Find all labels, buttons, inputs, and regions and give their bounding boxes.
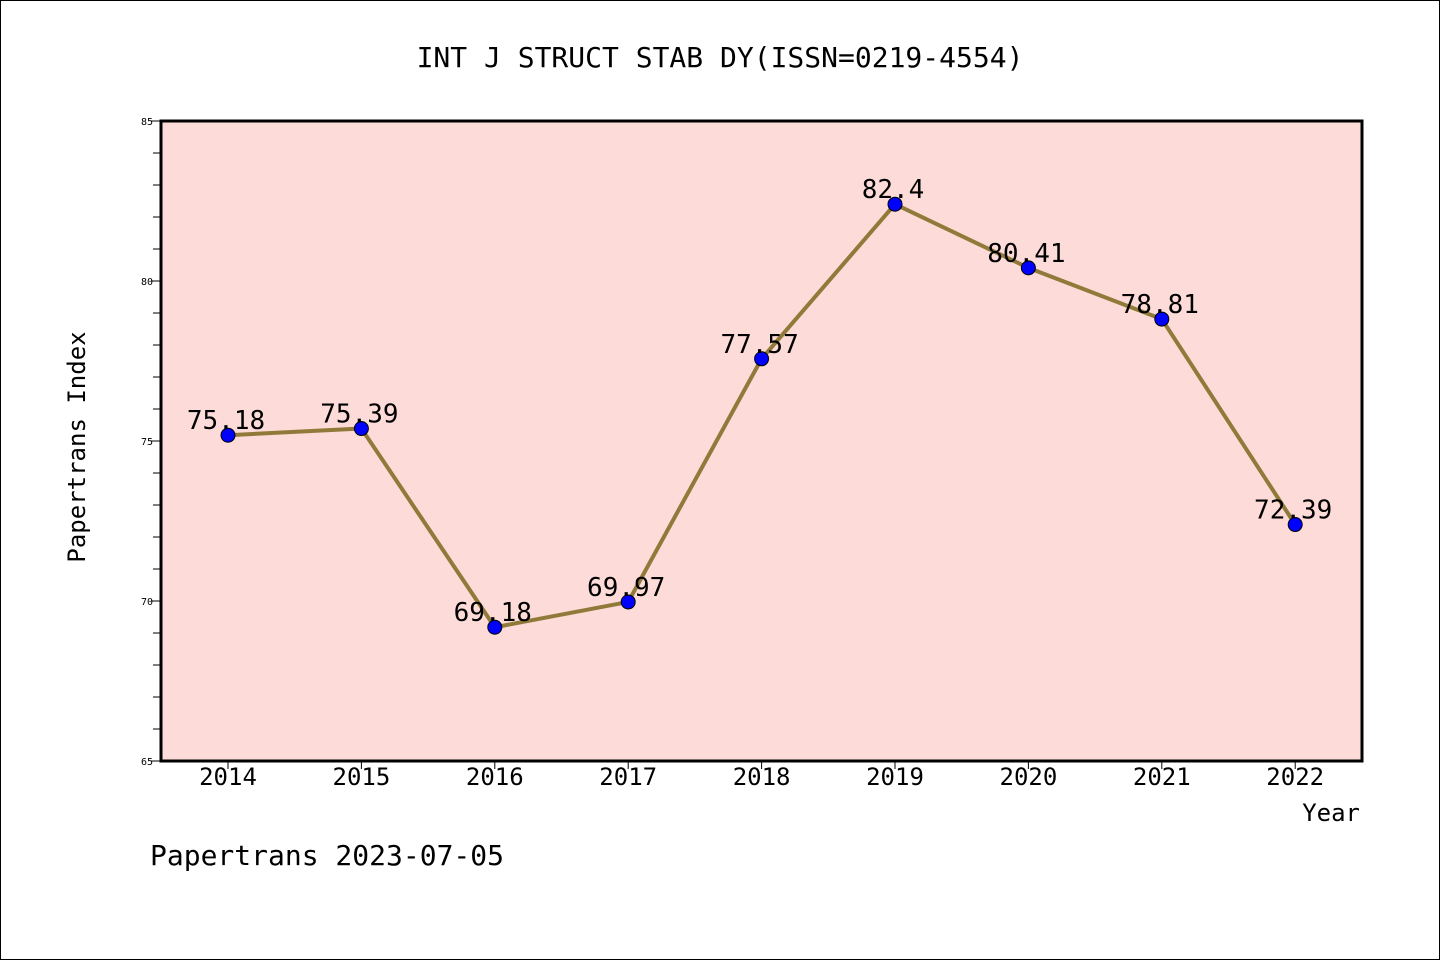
data-point xyxy=(1020,260,1036,276)
data-label: 75.18 xyxy=(187,406,265,436)
data-label: 82.4 xyxy=(862,175,925,205)
y-tick-label: 70 xyxy=(141,597,153,608)
y-tick-label: 65 xyxy=(141,757,153,768)
y-tick-label: 80 xyxy=(141,277,153,288)
data-label: 78.81 xyxy=(1121,290,1199,320)
data-label: 69.97 xyxy=(587,573,665,603)
data-label: 77.57 xyxy=(720,330,798,360)
x-tick-label: 2017 xyxy=(599,763,657,791)
data-label: 80.41 xyxy=(987,239,1065,269)
chart-title: INT J STRUCT STAB DY(ISSN=0219-4554) xyxy=(417,41,1024,74)
x-tick-label: 2015 xyxy=(333,763,391,791)
x-tick-label: 2019 xyxy=(866,763,924,791)
data-label: 75.39 xyxy=(320,400,398,430)
data-point xyxy=(353,421,369,437)
series-markers xyxy=(220,196,1303,635)
x-tick-label: 2014 xyxy=(199,763,257,791)
data-label: 69.18 xyxy=(454,598,532,628)
data-point xyxy=(887,196,903,212)
y-axis-title: Papertrans Index xyxy=(63,331,91,562)
x-tick-label: 2016 xyxy=(466,763,524,791)
data-label: 72.39 xyxy=(1254,496,1332,526)
x-axis-title: Year xyxy=(1302,799,1360,827)
x-tick-label: 2021 xyxy=(1133,763,1191,791)
y-axis-ticks: 65 70 75 80 85 xyxy=(141,117,161,768)
y-tick-label: 75 xyxy=(141,437,153,448)
data-point xyxy=(487,619,503,635)
y-tick-label: 85 xyxy=(141,117,153,128)
x-axis-ticks: 2014 2015 2016 2017 2018 2019 2020 2021 2022 xyxy=(199,761,1324,791)
plot-frame xyxy=(159,119,1364,763)
x-tick-label: 2018 xyxy=(733,763,791,791)
data-point xyxy=(620,594,636,610)
data-point xyxy=(1154,311,1170,327)
data-point xyxy=(754,351,770,367)
x-tick-label: 2020 xyxy=(1000,763,1058,791)
plot-area xyxy=(161,121,1362,761)
footer-note: Papertrans 2023-07-05 xyxy=(150,839,504,872)
x-tick-label: 2022 xyxy=(1266,763,1324,791)
data-labels: 75.18 75.39 69.18 69.97 77.57 82.4 80.41 78.81 7… xyxy=(187,175,1332,628)
data-point xyxy=(220,427,236,443)
data-point xyxy=(1287,517,1303,533)
